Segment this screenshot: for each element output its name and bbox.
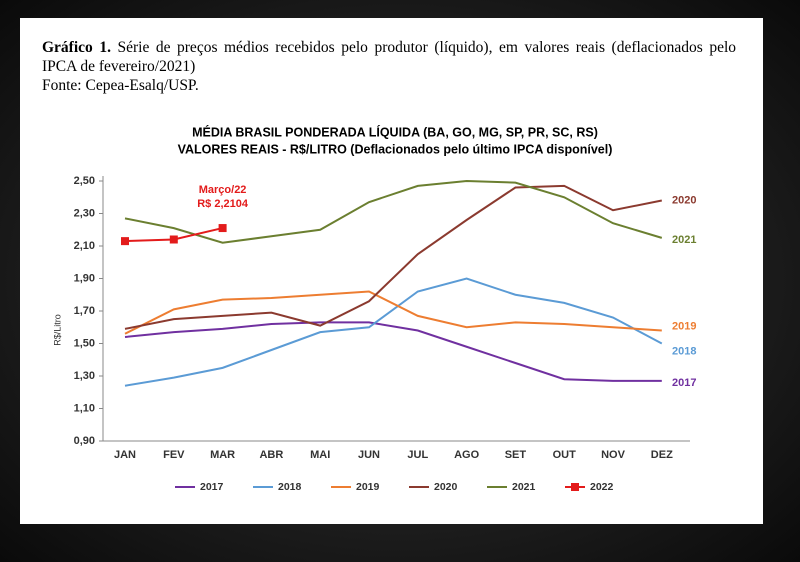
series-marker [121, 237, 129, 246]
series-line [124, 179, 663, 244]
series-end-label: 2020 [672, 194, 696, 206]
legend-label: 2017 [200, 481, 224, 493]
legend-label: 2021 [512, 481, 536, 493]
x-tick-label: JUL [407, 449, 428, 461]
x-tick-label: JAN [114, 449, 136, 461]
chart-title: MÉDIA BRASIL PONDERADA LÍQUIDA (BA, GO, … [192, 124, 598, 139]
x-tick-label: JUN [358, 449, 380, 461]
x-tick-label: MAR [210, 449, 235, 461]
x-tick-label: AGO [454, 449, 480, 461]
y-tick-label: 1,30 [74, 370, 95, 382]
series-line [124, 277, 663, 387]
series-end-label: 2021 [672, 234, 696, 246]
legend-label: 2018 [278, 481, 302, 493]
y-tick-label: 1,90 [74, 272, 95, 284]
x-tick-label: OUT [553, 449, 577, 461]
x-tick-label: MAI [310, 449, 330, 461]
y-tick-label: 1,10 [74, 402, 95, 414]
legend-marker [571, 483, 579, 491]
series-line [124, 184, 662, 330]
x-tick-label: SET [505, 449, 527, 461]
series-line [124, 321, 662, 382]
legend-label: 2019 [356, 481, 380, 493]
caption-line: Gráfico 1. Série de preços médios recebi… [42, 38, 736, 76]
caption: Gráfico 1. Série de preços médios recebi… [42, 38, 736, 95]
y-tick-label: 2,30 [74, 207, 95, 219]
series-end-label: 2019 [672, 320, 696, 332]
y-tick-label: 2,50 [74, 175, 95, 187]
x-tick-label: NOV [601, 449, 626, 461]
y-tick-label: 0,90 [74, 435, 95, 447]
paper [20, 18, 763, 524]
caption-source: Fonte: Cepea-Esalq/USP. [42, 77, 199, 94]
caption-text: Série de preços médios recebidos pelo pr… [42, 39, 736, 75]
series-marker [169, 235, 178, 244]
annotation: Março/22 [199, 184, 247, 196]
x-tick-label: DEZ [651, 449, 673, 461]
y-axis-label: R$/Litro [52, 314, 62, 346]
series-end-label: 2018 [672, 345, 696, 357]
legend-label: 2020 [434, 481, 458, 493]
legend-label: 2022 [590, 481, 614, 493]
value-label: R$ 2,2104 [197, 198, 249, 210]
series-marker [218, 224, 227, 233]
y-tick-label: 1,70 [74, 305, 95, 317]
y-tick-label: 1,50 [74, 337, 95, 349]
x-tick-label: ABR [259, 449, 283, 461]
series-line [124, 290, 662, 335]
x-tick-label: FEV [163, 449, 185, 461]
caption-label: Gráfico 1. [42, 39, 111, 56]
y-tick-label: 2,10 [74, 240, 95, 252]
chart-subtitle: VALORES REAIS - R$/LITRO (Deflacionados … [178, 142, 613, 156]
series-end-label: 2017 [672, 377, 696, 389]
